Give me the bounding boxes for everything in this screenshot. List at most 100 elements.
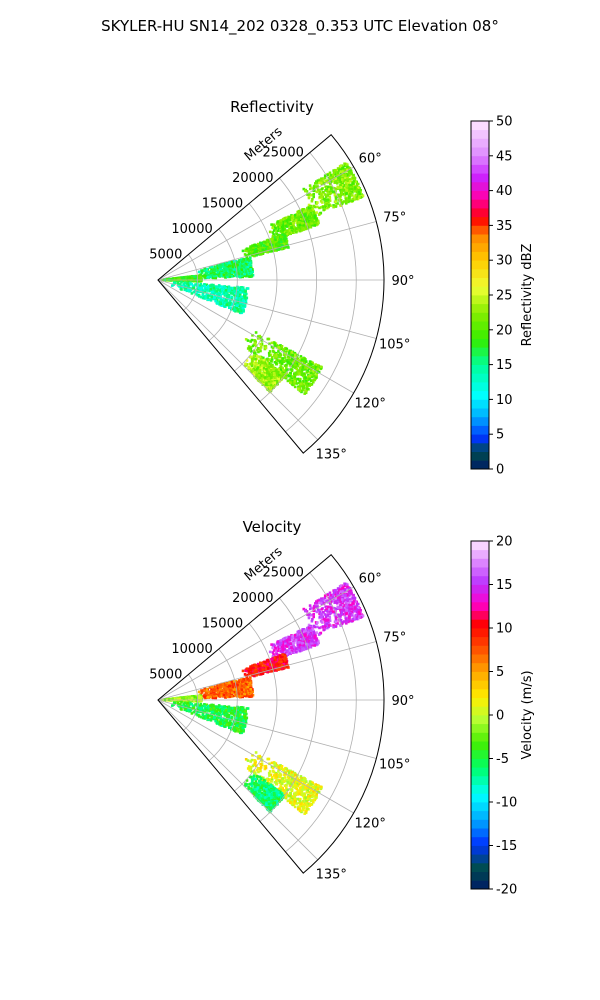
colorbar-tick-label: 15 xyxy=(496,358,513,373)
colorbar-segment xyxy=(471,567,489,577)
angle-tick-label: 60° xyxy=(359,151,382,166)
colorbar-segment xyxy=(471,329,489,339)
colorbar-segment xyxy=(471,758,489,768)
radial-tick-label: 10000 xyxy=(171,222,212,237)
colorbar-segment xyxy=(471,338,489,348)
angle-gridline xyxy=(157,699,354,814)
colorbar-tick-label: 0 xyxy=(496,463,504,478)
colorbar-segment xyxy=(471,408,489,418)
velocity-colorbar: -20 -15 -10 -5 0 5 10 15 20 xyxy=(470,535,517,898)
colorbar-segment xyxy=(471,129,489,139)
colorbar-segment xyxy=(471,164,489,174)
colorbar-segment xyxy=(471,610,489,620)
colorbar-segment xyxy=(471,680,489,690)
radial-gridline xyxy=(208,648,238,762)
colorbar-segment xyxy=(471,251,489,261)
colorbar-segment xyxy=(471,242,489,252)
velocity-grid xyxy=(157,554,385,874)
colorbar-segment xyxy=(471,767,489,777)
angle-gridline xyxy=(157,166,354,281)
colorbar-segment xyxy=(471,234,489,244)
colorbar-tick-label: 30 xyxy=(496,254,513,269)
echo-region xyxy=(268,204,320,240)
radial-tick-label: 25000 xyxy=(263,146,304,161)
angle-tick-label: 120° xyxy=(355,817,386,832)
radial-tick-label: 10000 xyxy=(171,642,212,657)
radial-tick-label: 20000 xyxy=(232,591,273,606)
colorbar-segment xyxy=(471,295,489,305)
colorbar-segment xyxy=(471,741,489,751)
colorbar-tick-label: 25 xyxy=(496,289,513,304)
colorbar-segment xyxy=(471,636,489,646)
colorbar-segment xyxy=(471,373,489,383)
colorbar-segment xyxy=(471,697,489,707)
colorbar-segment xyxy=(471,549,489,559)
colorbar-segment xyxy=(471,382,489,392)
reflectivity-radial-ticks: 5000 10000 15000 20000 25000 xyxy=(149,146,304,263)
colorbar-segment xyxy=(471,364,489,374)
colorbar-tick-label: 20 xyxy=(496,535,513,550)
colorbar-segment xyxy=(471,434,489,444)
echo-region xyxy=(241,653,290,679)
colorbar-tick-label: 20 xyxy=(496,323,513,338)
velocity-title: Velocity xyxy=(243,518,302,536)
colorbar-segment xyxy=(471,181,489,191)
colorbar-tick-label: 5 xyxy=(496,428,504,443)
colorbar-tick-label: 40 xyxy=(496,184,513,199)
colorbar-segment xyxy=(471,802,489,812)
velocity-angle-ticks: 60° 75° 90° 105° 120° 135° xyxy=(316,571,415,882)
velocity-echoes xyxy=(161,582,365,815)
colorbar-segment xyxy=(471,225,489,235)
colorbar-segment xyxy=(471,312,489,322)
angle-tick-label: 75° xyxy=(383,631,406,646)
angle-tick-label: 105° xyxy=(379,337,410,352)
colorbar-segment xyxy=(471,147,489,157)
colorbar-tick-label: -10 xyxy=(496,796,517,811)
colorbar-segment xyxy=(471,416,489,426)
radial-gridline xyxy=(259,177,317,402)
colorbar-segment xyxy=(471,828,489,838)
colorbar-tick-label: 50 xyxy=(496,115,513,130)
colorbar-segment xyxy=(471,836,489,846)
colorbar-segment xyxy=(471,688,489,698)
angle-gridline xyxy=(157,699,319,861)
reflectivity-angle-ticks: 60° 75° 90° 105° 120° 135° xyxy=(316,151,415,462)
colorbar-segment xyxy=(471,425,489,435)
colorbar-segment xyxy=(471,260,489,270)
colorbar-segment xyxy=(471,121,489,131)
colorbar-segment xyxy=(471,706,489,716)
colorbar-segment xyxy=(471,173,489,183)
colorbar-segment xyxy=(471,723,489,733)
colorbar-segment xyxy=(471,347,489,357)
colorbar-tick-label: 15 xyxy=(496,578,513,593)
angle-gridline xyxy=(157,279,377,339)
colorbar-tick-label: 10 xyxy=(496,622,513,637)
radial-gridline xyxy=(234,203,278,372)
colorbar-segment xyxy=(471,541,489,551)
colorbar-segment xyxy=(471,671,489,681)
colorbar-segment xyxy=(471,460,489,470)
echo-region xyxy=(241,233,290,259)
colorbar-segment xyxy=(471,784,489,794)
angle-gridline xyxy=(157,641,377,701)
radial-gridline xyxy=(208,228,238,342)
colorbar-segment xyxy=(471,775,489,785)
radial-tick-label: 5000 xyxy=(149,248,182,263)
colorbar-segment xyxy=(471,199,489,209)
velocity-radial-ticks: 5000 10000 15000 20000 25000 xyxy=(149,566,304,683)
echo-region xyxy=(268,624,320,660)
colorbar-segment xyxy=(471,399,489,409)
velocity-colorbar-label: Velocity (m/s) xyxy=(520,670,535,759)
angle-gridline xyxy=(157,586,354,701)
colorbar-tick-label: 0 xyxy=(496,709,504,724)
echo-region xyxy=(243,774,285,814)
colorbar-segment xyxy=(471,601,489,611)
colorbar-segment xyxy=(471,854,489,864)
colorbar-segment xyxy=(471,715,489,725)
reflectivity-grid xyxy=(157,134,385,454)
reflectivity-colorbar: 0 5 10 15 20 25 30 35 40 45 50 xyxy=(470,115,513,478)
radial-tick-label: 25000 xyxy=(263,566,304,581)
colorbar-segment xyxy=(471,732,489,742)
angle-tick-label: 135° xyxy=(316,447,347,462)
radial-gridline xyxy=(234,623,278,792)
